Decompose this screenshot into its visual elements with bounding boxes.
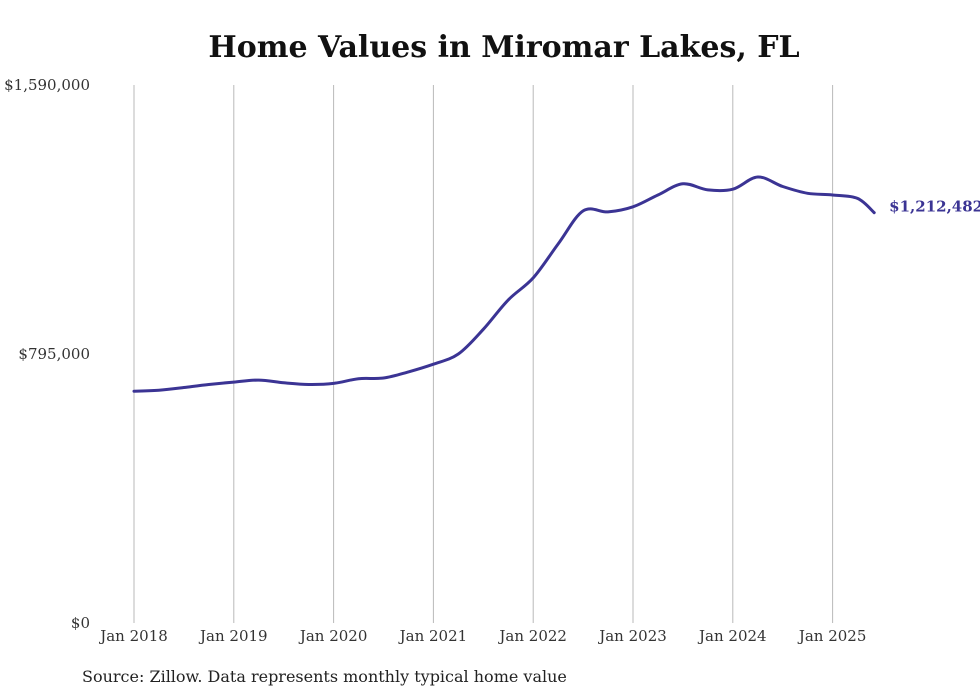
x-tick-label: Jan 2025 xyxy=(797,627,867,645)
y-tick-label: $1,590,000 xyxy=(4,76,90,94)
y-axis-tick-labels: $0 $795,000 $1,590,000 xyxy=(4,76,90,632)
y-tick-label: $0 xyxy=(71,614,90,632)
x-tick-label: Jan 2020 xyxy=(298,627,368,645)
y-tick-label: $795,000 xyxy=(18,345,90,363)
x-tick-label: Jan 2021 xyxy=(398,627,468,645)
source-note: Source: Zillow. Data represents monthly … xyxy=(82,667,567,686)
chart-title: Home Values in Miromar Lakes, FL xyxy=(208,30,800,65)
x-tick-label: Jan 2024 xyxy=(697,627,767,645)
x-tick-label: Jan 2023 xyxy=(597,627,667,645)
home-value-line xyxy=(132,175,876,393)
end-value-label: $1,212,482 xyxy=(889,198,980,216)
x-tick-label: Jan 2022 xyxy=(497,627,567,645)
x-tick-label: Jan 2019 xyxy=(198,627,268,645)
gridlines xyxy=(133,85,834,623)
series-layer xyxy=(132,175,876,393)
data-label-layer: $1,212,482 xyxy=(889,198,980,216)
x-axis-tick-labels: Jan 2018 Jan 2019 Jan 2020 Jan 2021 Jan 2022… xyxy=(98,627,866,645)
x-tick-label: Jan 2018 xyxy=(98,627,168,645)
